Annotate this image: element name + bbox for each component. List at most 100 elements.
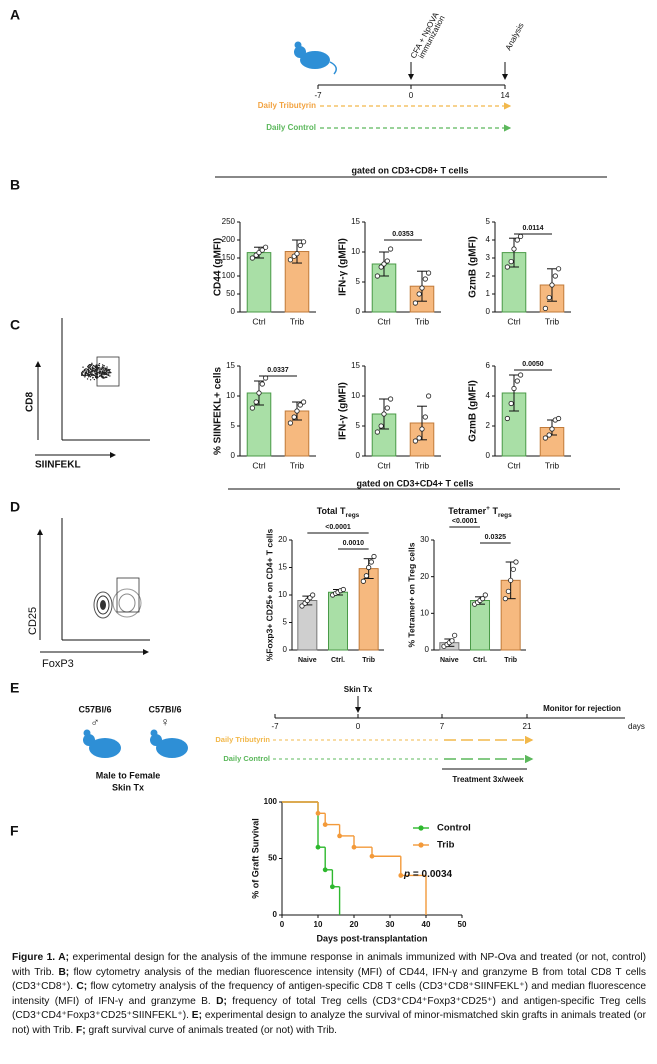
survival-marker: [315, 844, 321, 850]
flow-event: [92, 364, 95, 367]
flow-event: [87, 369, 89, 372]
flow-event: [102, 367, 105, 369]
data-point: [511, 385, 517, 392]
data-point: [482, 592, 488, 598]
data-point: [508, 577, 514, 583]
flow-event: [89, 367, 92, 369]
data-point: [419, 426, 425, 432]
x-tick-label: 10: [314, 920, 323, 929]
flow-axis-label: FoxP3: [42, 658, 74, 670]
data-point: [378, 423, 384, 429]
chart-title: Tetramer+ Tregs: [448, 505, 512, 519]
y-tick-label: 0: [486, 451, 491, 460]
flow-event: [86, 374, 88, 377]
flow-event: [87, 373, 89, 376]
data-point: [371, 553, 377, 560]
x-tick-label: Ctrl: [507, 460, 520, 470]
flow-event: [108, 371, 110, 374]
sex-symbol: ♀: [161, 715, 170, 729]
data-point: [514, 237, 520, 243]
data-point: [249, 255, 256, 261]
y-tick-label: 0: [231, 451, 236, 460]
data-point: [384, 258, 390, 264]
y-tick-label: 5: [356, 421, 361, 430]
flow-event: [103, 365, 105, 367]
flow-event: [85, 370, 87, 372]
flow-event: [93, 371, 96, 373]
flow-plot-cd25: [37, 518, 150, 655]
data-point: [422, 276, 428, 282]
model-label: Male to Female: [96, 770, 161, 780]
x-axis-label: Days post-transplantation: [316, 933, 427, 943]
data-point: [517, 372, 524, 378]
y-tick-label: 15: [351, 217, 360, 226]
flow-event: [107, 372, 109, 374]
y-tick-label: 4: [486, 235, 491, 244]
flow-event: [101, 377, 104, 379]
x-tick-label: Trib: [415, 460, 430, 470]
flow-event: [89, 379, 92, 381]
x-tick-label: Ctrl: [507, 316, 520, 326]
data-point: [259, 247, 265, 253]
treatment-label: Daily Control: [223, 754, 270, 763]
caption-text: F;: [75, 1024, 86, 1036]
x-tick-label: Trib: [545, 316, 560, 326]
survival-marker: [330, 884, 335, 890]
flow-event: [101, 364, 104, 366]
flow-event: [84, 374, 86, 377]
flow-event: [99, 369, 101, 371]
flow-event: [97, 372, 100, 374]
y-tick-label: 10: [278, 590, 287, 599]
y-axis-label: GzmB (gMFI): [468, 236, 479, 298]
flow-event: [103, 377, 105, 379]
data-point: [552, 273, 558, 279]
y-tick-label: 10: [351, 247, 360, 256]
timeline-unit: days: [628, 722, 645, 731]
data-point: [253, 399, 259, 405]
y-tick-label: 6: [486, 361, 491, 370]
flow-event: [100, 375, 102, 377]
flow-event: [94, 375, 97, 377]
data-point: [419, 285, 425, 291]
flow-event: [84, 376, 86, 378]
data-point: [249, 405, 256, 411]
flow-axis-label: SIINFEKL: [35, 460, 81, 471]
flow-event: [98, 367, 100, 369]
flow-event: [95, 368, 97, 370]
chart-title-part: Tetramer: [448, 506, 486, 516]
panel-label: A: [10, 7, 20, 23]
x-tick-label: Naive: [440, 657, 459, 664]
flow-event: [107, 373, 110, 375]
flow-event: [86, 378, 89, 380]
chart-title-part: regs: [498, 512, 512, 519]
data-point: [502, 596, 508, 602]
x-tick-label: Ctrl: [377, 460, 390, 470]
flow-event: [97, 368, 99, 370]
annotation-part: = 0.0034: [410, 869, 452, 880]
caption-text: experimental design for the analysis of …: [12, 952, 646, 978]
y-tick-label: 0: [273, 910, 278, 919]
chart-title-part: T: [490, 506, 499, 516]
flow-event: [87, 365, 89, 368]
data-point: [480, 596, 486, 602]
survival-marker: [351, 844, 357, 850]
caption-text: experimental design to analyze the survi…: [12, 1010, 646, 1036]
flow-event: [104, 371, 107, 374]
data-point: [504, 415, 511, 422]
panel-label: F: [10, 823, 19, 839]
y-tick-label: 0: [356, 451, 361, 460]
model-label: Skin Tx: [112, 782, 144, 792]
caption-text: D;: [216, 995, 227, 1007]
y-tick-label: 0: [283, 645, 288, 654]
flow-event: [102, 369, 105, 371]
survival-marker: [322, 822, 328, 827]
caption-text: B;: [58, 966, 70, 978]
flow-event: [107, 368, 110, 371]
y-axis-label: GzmB (gMFI): [468, 380, 479, 442]
y-tick-label: 0: [486, 307, 491, 316]
flow-event: [103, 371, 105, 374]
caption-text: frequency of total Treg cells (CD3⁺CD4⁺F…: [12, 995, 646, 1022]
data-point: [504, 264, 511, 270]
data-point: [256, 250, 262, 256]
data-point: [259, 381, 265, 387]
